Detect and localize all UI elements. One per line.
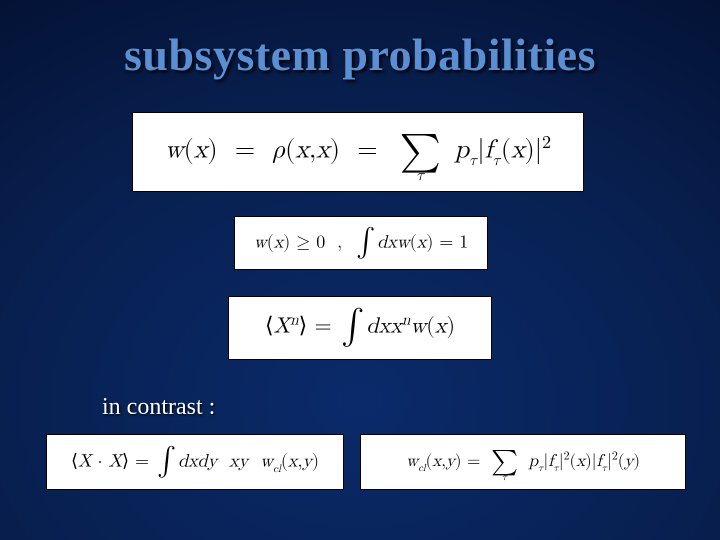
equation-box-5: wcl(x,y) = ∑τ pτ|fτ|2(x)|fτ|2(y)	[360, 434, 686, 490]
slide-title: subsystem probabilities	[0, 28, 720, 81]
equation-4: ⟨X · X⟩ = ∫dxdy xy wcl(x,y)	[71, 445, 319, 480]
in-contrast-label: in contrast :	[102, 394, 215, 421]
equation-box-4: ⟨X · X⟩ = ∫dxdy xy wcl(x,y)	[46, 434, 344, 490]
equation-5: wcl(x,y) = ∑τ pτ|fτ|2(x)|fτ|2(y)	[406, 442, 640, 483]
equation-1: w(x) = ρ(x,x) = ∑τ pτ|fτ(x)|2	[165, 121, 551, 183]
equation-box-3: ⟨Xn⟩ = ∫dxxnw(x)	[228, 296, 492, 360]
equation-2: w(x) ≥ 0 , ∫dxw(x) = 1	[254, 226, 469, 261]
equation-box-1: w(x) = ρ(x,x) = ∑τ pτ|fτ(x)|2	[132, 112, 584, 192]
equation-box-2: w(x) ≥ 0 , ∫dxw(x) = 1	[234, 216, 488, 270]
equation-3: ⟨Xn⟩ = ∫dxxnw(x)	[265, 307, 455, 349]
